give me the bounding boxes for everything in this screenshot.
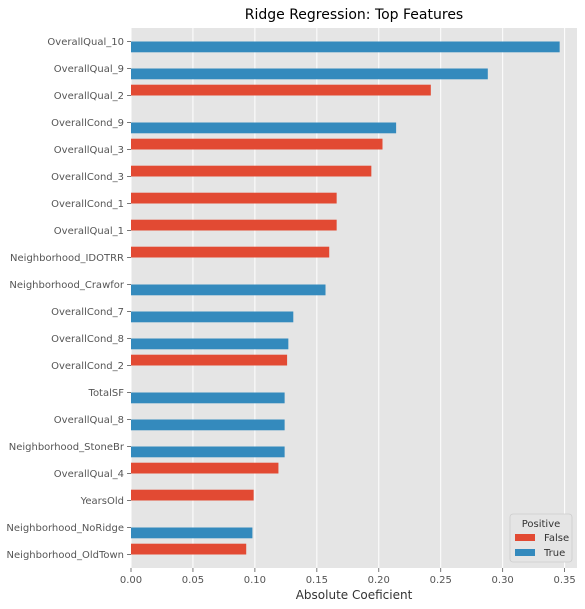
bar-Neighborhood_IDOTRR [131, 246, 330, 258]
bar-OverallCond_2 [131, 354, 288, 366]
x-tick-label: 0.05 [182, 575, 204, 586]
y-tick-label: OverallCond_3 [51, 172, 124, 183]
bar-OverallQual_1 [131, 219, 337, 231]
legend-title: Positive [522, 519, 561, 530]
x-tick-label: 0.15 [306, 575, 328, 586]
x-tick-label: 0.30 [492, 575, 514, 586]
bar-OverallQual_10 [131, 41, 560, 53]
y-tick-label: OverallCond_7 [51, 307, 124, 318]
plot-background [131, 28, 577, 568]
y-tick-label: Neighborhood_NoRidge [6, 523, 124, 534]
bar-Neighborhood_OldTown [131, 543, 247, 555]
x-tick-label: 0.35 [553, 575, 575, 586]
bar-Neighborhood_StoneBr [131, 446, 285, 458]
bar-OverallCond_3 [131, 165, 372, 177]
bar-OverallQual_3 [131, 138, 383, 150]
y-tick-label: OverallCond_1 [51, 199, 124, 210]
y-tick-label: OverallQual_4 [54, 469, 124, 480]
x-axis-label: Absolute Coeficient [296, 588, 413, 602]
legend-swatch-true [515, 549, 535, 556]
y-tick-label: Neighborhood_IDOTRR [10, 253, 124, 264]
y-tick-label: OverallQual_9 [54, 64, 124, 75]
bar-YearsOld [131, 489, 254, 501]
bar-OverallQual_2 [131, 84, 431, 96]
x-tick-label: 0.25 [430, 575, 452, 586]
bars [131, 41, 560, 555]
bar-OverallQual_8 [131, 419, 285, 431]
y-tick-label: YearsOld [80, 496, 124, 507]
grid-lines [130, 28, 566, 568]
x-tick-label: 0.10 [244, 575, 266, 586]
bar-Neighborhood_NoRidge [131, 527, 253, 539]
y-tick-label: Neighborhood_Crawfor [9, 280, 124, 291]
chart-title: Ridge Regression: Top Features [245, 7, 463, 23]
y-tick-label: OverallCond_8 [51, 334, 124, 345]
legend-label-false: False [544, 533, 569, 544]
x-tick-label: 0.20 [368, 575, 390, 586]
bar-TotalSF [131, 392, 285, 404]
bar-OverallQual_4 [131, 462, 279, 474]
legend-label-true: True [543, 548, 565, 559]
y-tick-label: OverallQual_2 [54, 91, 124, 102]
y-tick-label: OverallQual_1 [54, 226, 124, 237]
legend-swatch-false [515, 534, 535, 541]
x-tick-label: 0.00 [120, 575, 142, 586]
x-tick-labels: 0.00 0.05 0.10 0.15 0.20 0.25 0.30 0.35 [120, 568, 576, 586]
bar-OverallCond_7 [131, 311, 294, 323]
y-tick-label: TotalSF [88, 388, 125, 399]
y-tick-label: Neighborhood_StoneBr [9, 442, 125, 453]
bar-OverallCond_8 [131, 338, 289, 350]
bar-OverallCond_1 [131, 192, 337, 204]
y-tick-label: OverallCond_9 [51, 118, 124, 129]
legend: Positive False True [509, 513, 573, 563]
bar-OverallCond_9 [131, 122, 397, 134]
y-tick-label: OverallQual_8 [54, 415, 124, 426]
y-tick-label: OverallCond_2 [51, 361, 124, 372]
bar-Neighborhood_Crawfor [131, 284, 326, 296]
bar-OverallQual_9 [131, 68, 488, 80]
y-tick-label: Neighborhood_OldTown [7, 550, 124, 561]
y-tick-labels: OverallQual_10 OverallQual_9 OverallQual_2… [6, 37, 131, 561]
y-tick-label: OverallQual_3 [54, 145, 124, 156]
y-tick-label: OverallQual_10 [47, 37, 124, 48]
